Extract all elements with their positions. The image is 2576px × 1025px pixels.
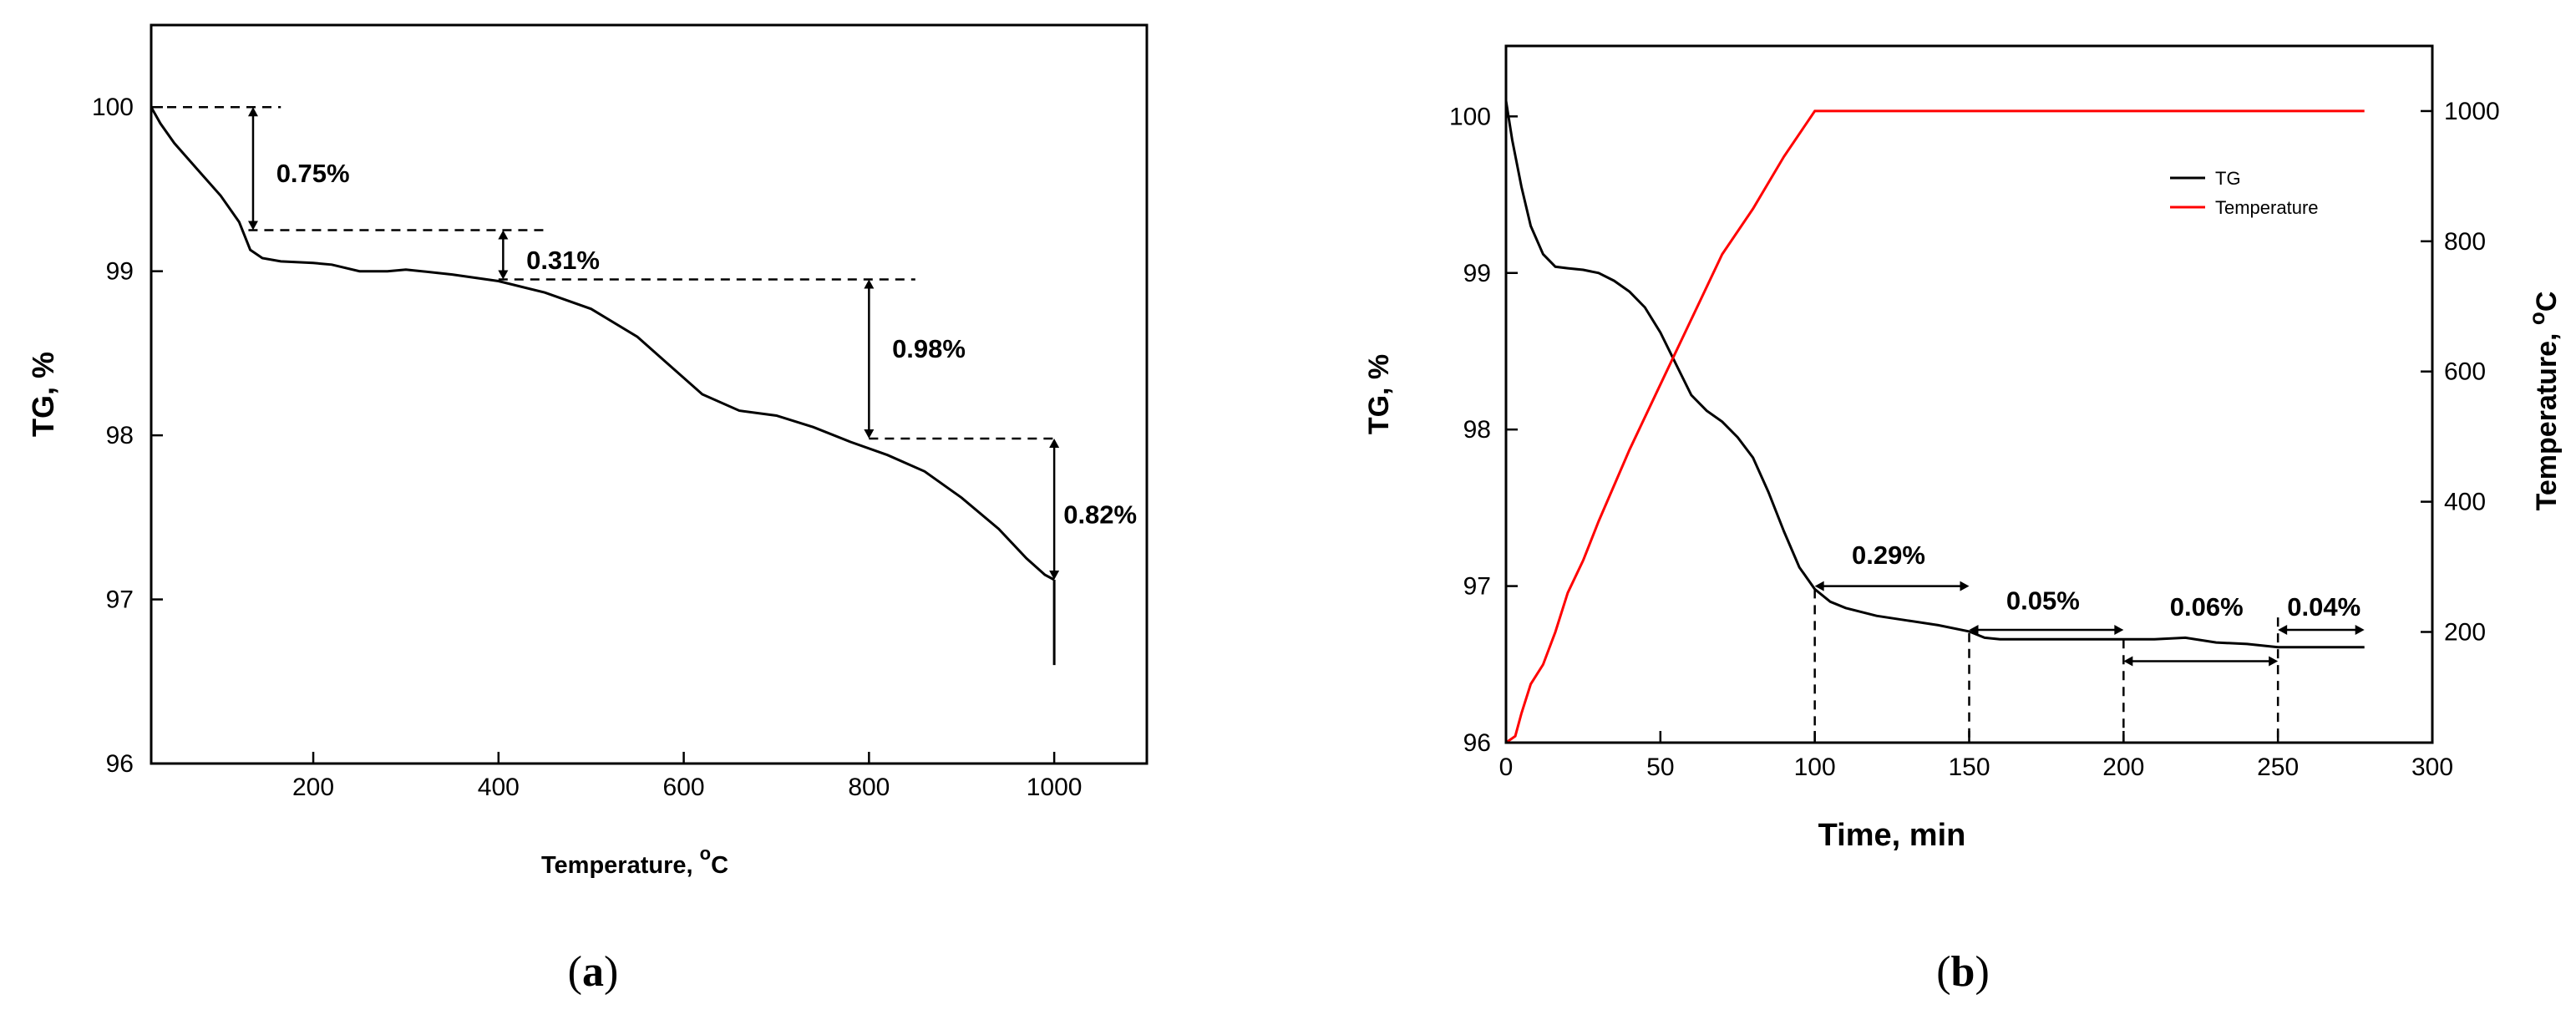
panel-a-x-tick-label-2: 600 [663, 774, 705, 801]
panel-b-y2-tick-label-1: 400 [2444, 489, 2486, 516]
panel-b-tg-series-line [1504, 100, 2365, 649]
panel-a-arrowhead-bottom-0 [247, 221, 258, 231]
panel-b-y2-tick-label-4: 1000 [2444, 98, 2500, 125]
panel-b-y2-axis-title: Temperature, oC [2524, 292, 2563, 511]
panel-b-arrowhead-right-1 [2114, 625, 2124, 636]
legend-label-temperature: Temperature [2215, 197, 2319, 218]
panel-a-x-tick-label-4: 1000 [1027, 774, 1083, 801]
panel-b-y-tick-label-1: 97 [1463, 573, 1491, 601]
panel-a-arrowhead-bottom-2 [864, 429, 875, 439]
panel-b-y-tick-label-0: 96 [1463, 729, 1491, 757]
panel-b-y2-tick-label-0: 200 [2444, 618, 2486, 646]
panel-b-y-tick-label-2: 98 [1463, 416, 1491, 444]
panel-b-x-tick-label-4: 200 [2102, 754, 2144, 781]
panel-a-annotation-2: 0.98% [892, 334, 966, 363]
panel-a-y-tick-label-1: 97 [106, 586, 134, 614]
panel-a-x-axis-title: Temperature, oC [541, 843, 728, 879]
panel-b-arrowhead-left-1 [1969, 625, 1979, 636]
panel-a-arrowhead-bottom-3 [1049, 570, 1060, 580]
panel-b-temperature-series-line [1505, 109, 2365, 744]
panel-b-x-tick-label-1: 50 [1646, 754, 1674, 781]
panel-a-x-tick-label-3: 800 [848, 774, 890, 801]
panel-b-label: (b) [1936, 948, 1990, 996]
panel-a-arrowhead-top-3 [1049, 439, 1060, 449]
panel-a-x-tick-label-0: 200 [292, 774, 334, 801]
panel-a-annotation-1: 0.31% [526, 246, 600, 275]
panel-a-chart: 0.75% 0.31% 0.98% 0.82% 200 400 600 800 1000 96 9… [26, 23, 1149, 996]
panel-a-y-axis-title: TG, % [26, 352, 60, 437]
panel-b-x-tick-label-5: 250 [2257, 754, 2299, 781]
panel-b-y2-tick-label-2: 600 [2444, 358, 2486, 386]
legend-label-tg: TG [2215, 168, 2241, 189]
panel-b-arrowhead-left-2 [2123, 656, 2133, 667]
panel-a-y-tick-label-3: 99 [106, 258, 134, 286]
panel-b-x-tick-label-3: 150 [1948, 754, 1990, 781]
panel-b-annotation-0: 0.29% [1852, 540, 1925, 570]
panel-b-y-tick-label-4: 100 [1449, 103, 1491, 130]
panel-a-y-tick-label-4: 100 [92, 94, 134, 121]
panel-a-tg-series-line [150, 106, 1055, 581]
panel-a-arrowhead-top-2 [864, 279, 875, 289]
panel-a-arrowhead-top-1 [498, 230, 509, 240]
panel-a-annotation-0: 0.75% [276, 159, 350, 188]
panel-b-arrowhead-right-0 [1960, 581, 1970, 591]
panel-a-plot-frame [150, 23, 1149, 765]
panel-b-x-tick-label-6: 300 [2411, 754, 2453, 781]
panel-b-arrowhead-right-3 [2355, 625, 2365, 636]
panel-b-x-tick-label-2: 100 [1794, 754, 1836, 781]
panel-a-y-tick-label-0: 96 [106, 750, 134, 778]
panel-a-arrowhead-bottom-1 [498, 270, 509, 280]
panel-b-x-axis-title: Time, min [1818, 818, 1966, 853]
panel-a-x-tick-label-1: 400 [478, 774, 520, 801]
panel-b-arrowhead-right-2 [2269, 656, 2279, 667]
panel-b-arrowhead-left-3 [2278, 625, 2288, 636]
panel-b-annotation-3: 0.04% [2287, 592, 2360, 622]
panel-b-y-tick-label-3: 99 [1463, 260, 1491, 287]
panel-b-y-axis-title: TG, % [1363, 354, 1395, 434]
panel-a-label: (a) [568, 948, 619, 996]
panel-b-annotation-2: 0.06% [2170, 592, 2244, 622]
panel-a-y-tick-label-2: 98 [106, 422, 134, 449]
panel-a-annotation-3: 0.82% [1063, 500, 1137, 529]
panel-b-arrowhead-left-0 [1814, 581, 1824, 591]
panel-b-chart: 0.29% 0.05% 0.06% 0.04% 0 50 100 150 200 250 300 9… [1363, 44, 2563, 996]
panel-b-legend: TG Temperature [2170, 168, 2319, 218]
panel-b-annotation-1: 0.05% [2006, 586, 2080, 615]
panel-a-arrowhead-top-0 [247, 107, 258, 117]
panel-b-x-tick-label-0: 0 [1499, 754, 1514, 781]
panel-b-y2-tick-label-3: 800 [2444, 228, 2486, 256]
